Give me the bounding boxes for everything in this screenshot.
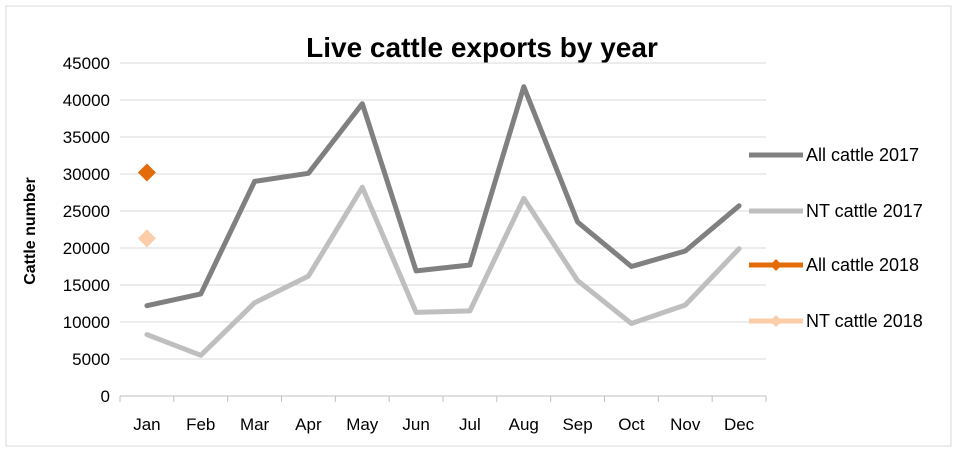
axes: 0 5000 10000 15000 20000 25000 30000 35000 40000… (63, 54, 767, 434)
series-lines (137, 84, 742, 358)
y-tick-label: 25000 (63, 202, 110, 221)
legend: All cattle 2017 NT cattle 2017 All cattle … (749, 145, 923, 331)
x-tick-label: Feb (186, 415, 215, 434)
data-point-marker (137, 163, 156, 182)
gridlines (120, 62, 766, 360)
chart-title: Live cattle exports by year (306, 32, 658, 63)
x-tick-label: Jun (402, 415, 429, 434)
x-tick-label: Oct (618, 415, 645, 434)
y-tick-label: 5000 (72, 350, 110, 369)
y-tick-label: 35000 (63, 128, 110, 147)
x-tick-label: Jan (133, 415, 160, 434)
chart-border (5, 5, 952, 447)
y-tick-label: 10000 (63, 313, 110, 332)
data-point-marker (137, 229, 156, 248)
x-tick-label: Jul (459, 415, 481, 434)
x-tick-label: Sep (562, 415, 592, 434)
y-tick-label: 0 (101, 387, 110, 406)
legend-label: All cattle 2018 (806, 255, 919, 275)
x-tick-label: Aug (509, 415, 539, 434)
x-tick-label: Mar (240, 415, 270, 434)
x-tick-label: Nov (670, 415, 701, 434)
y-tick-label: 40000 (63, 91, 110, 110)
legend-label: All cattle 2017 (806, 145, 919, 165)
x-tick-label: Dec (724, 415, 755, 434)
x-tick-label: May (346, 415, 379, 434)
x-tick-label: Apr (295, 415, 322, 434)
legend-swatch-marker (770, 259, 782, 271)
legend-label: NT cattle 2017 (806, 201, 923, 221)
y-tick-label: 20000 (63, 239, 110, 258)
y-tick-label: 15000 (63, 276, 110, 295)
y-tick-label: 30000 (63, 165, 110, 184)
legend-label: NT cattle 2018 (806, 311, 923, 331)
y-axis-label: Cattle number (22, 177, 39, 285)
series-line (144, 184, 742, 358)
legend-swatch-marker (770, 315, 782, 327)
series-line (144, 84, 742, 309)
y-tick-label: 45000 (63, 54, 110, 73)
